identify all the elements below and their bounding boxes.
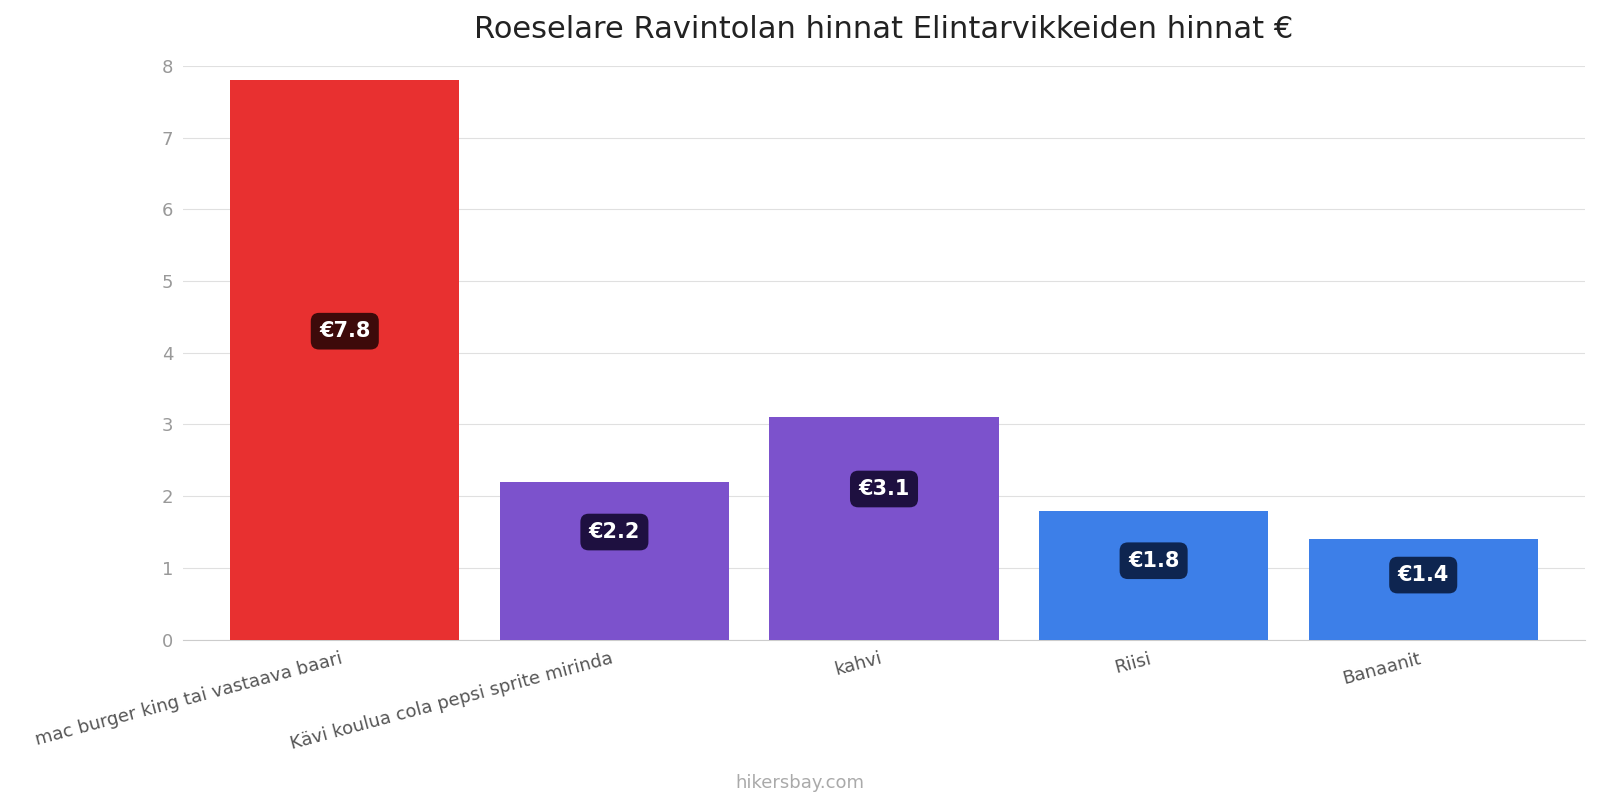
Bar (770, 418, 998, 640)
Text: hikersbay.com: hikersbay.com (736, 774, 864, 792)
Text: €7.8: €7.8 (318, 321, 371, 341)
Text: €1.4: €1.4 (1397, 565, 1450, 585)
Text: €2.2: €2.2 (589, 522, 640, 542)
Bar (1309, 539, 1538, 640)
Text: €3.1: €3.1 (858, 479, 910, 499)
Bar (499, 482, 730, 640)
Title: Roeselare Ravintolan hinnat Elintarvikkeiden hinnat €: Roeselare Ravintolan hinnat Elintarvikke… (474, 15, 1294, 44)
Bar (1038, 510, 1269, 640)
Text: €1.8: €1.8 (1128, 550, 1179, 570)
Bar (230, 80, 459, 640)
